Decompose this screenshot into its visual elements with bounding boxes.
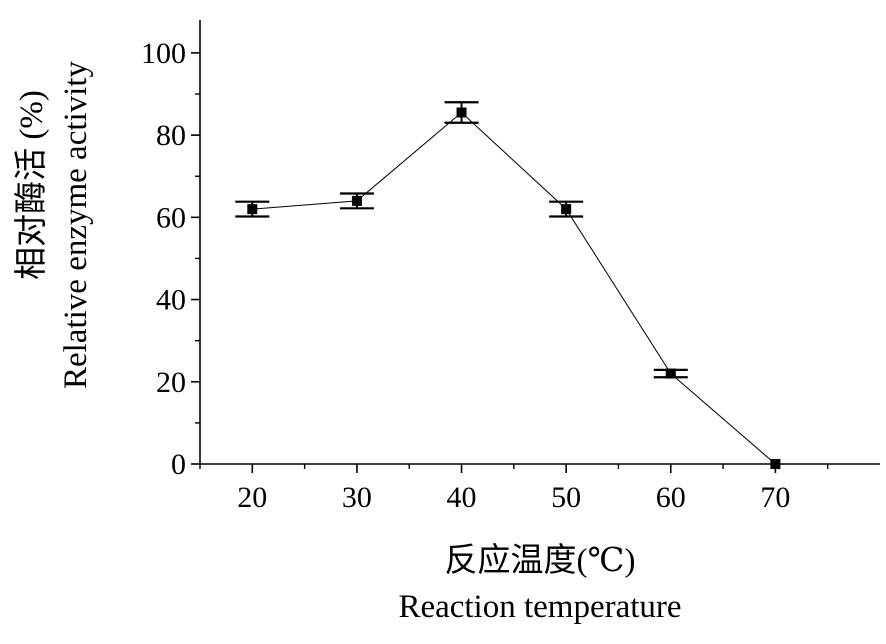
y-tick-label: 40	[156, 284, 186, 317]
y-tick-label: 80	[156, 119, 186, 152]
x-tick-label: 60	[656, 481, 686, 514]
data-point	[665, 368, 676, 379]
data-point	[247, 204, 258, 215]
x-tick-label: 70	[760, 481, 790, 514]
y-axis-label-cn: 相对酶活 (%)	[13, 90, 50, 280]
y-tick-label: 0	[171, 448, 186, 481]
x-tick-label: 30	[342, 481, 372, 514]
y-tick-label: 20	[156, 366, 186, 399]
x-tick-label: 40	[447, 481, 477, 514]
x-axis-label-en: Reaction temperature	[398, 589, 681, 625]
y-tick-label: 60	[156, 201, 186, 234]
y-axis-label-en: Relative enzyme activity	[58, 60, 94, 389]
x-axis-label-cn: 反应温度(℃)	[445, 542, 636, 579]
data-point	[456, 107, 467, 118]
data-point	[351, 195, 362, 206]
x-tick-label: 50	[551, 481, 581, 514]
y-tick-label: 100	[141, 37, 186, 70]
data-point	[770, 459, 781, 469]
data-point	[561, 204, 572, 215]
x-tick-label: 20	[237, 481, 267, 514]
series-line	[252, 111, 776, 465]
